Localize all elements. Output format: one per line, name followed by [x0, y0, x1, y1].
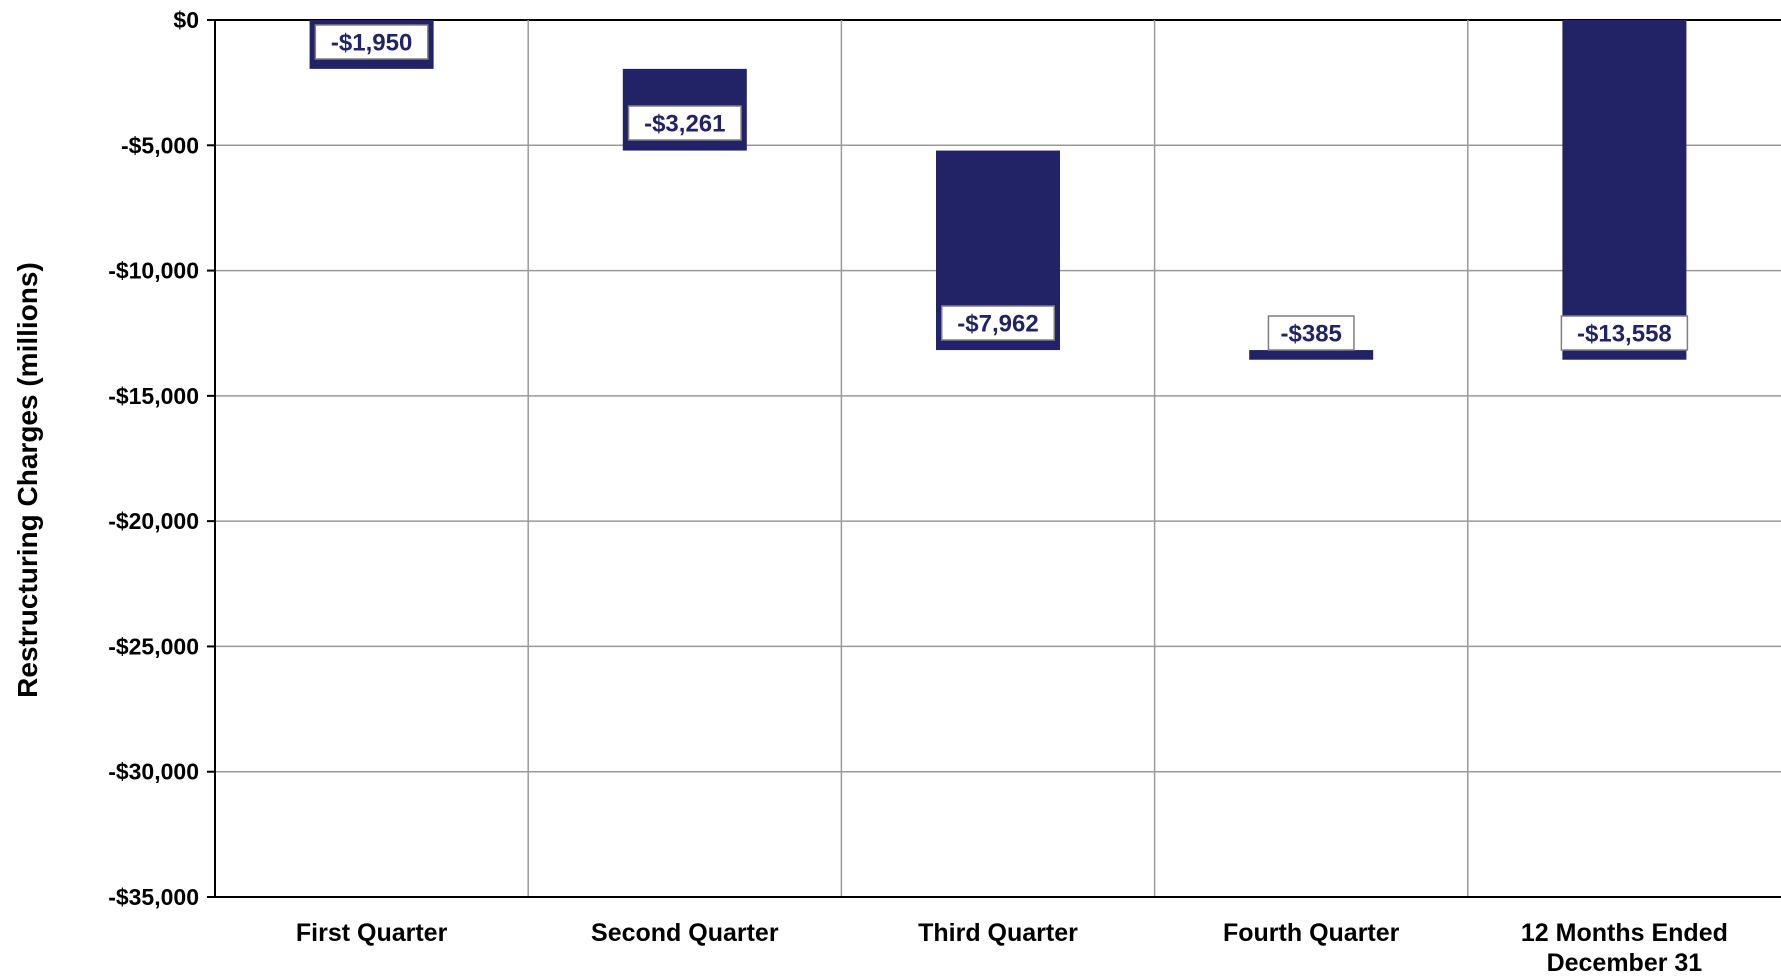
x-category-label: First Quarter	[296, 919, 448, 947]
data-label-box	[1560, 315, 1689, 351]
data-labels: -$1,950 -$3,261 -$7,962 -$385 -$13,558	[314, 24, 1689, 351]
data-label: -$3,261	[627, 105, 742, 141]
data-label: -$13,558	[1560, 315, 1689, 351]
data-label-box	[627, 105, 742, 141]
data-label-box	[941, 305, 1055, 341]
x-category-label: Fourth Quarter	[1223, 919, 1400, 947]
x-category-label: Third Quarter	[918, 919, 1078, 947]
data-label-box	[314, 24, 429, 60]
y-tick-label: -$5,000	[121, 132, 199, 158]
y-tick-labels: $0 -$5,000 -$10,000 -$15,000 -$20,000 -$25,00…	[108, 7, 215, 910]
x-category-labels: First Quarter Second Quarter Third Quarter…	[296, 919, 1728, 976]
x-category-label: 12 Months Ended December 31	[1521, 919, 1728, 976]
x-category-label: Second Quarter	[591, 919, 779, 947]
y-tick-label: -$25,000	[108, 633, 199, 659]
y-axis-title: Restructuring Charges (millions)	[12, 262, 43, 698]
gridlines	[215, 19, 1781, 897]
y-tick-label: -$10,000	[108, 258, 199, 284]
data-label-text: -$1,950	[331, 30, 412, 57]
data-label: -$1,950	[314, 24, 429, 60]
data-label-text: -$385	[1281, 321, 1342, 348]
axes	[214, 20, 1781, 898]
data-label: -$7,962	[941, 305, 1055, 341]
data-label-box	[1267, 315, 1355, 351]
data-label-text: -$13,558	[1577, 321, 1672, 348]
y-tick-label: -$35,000	[108, 884, 199, 910]
y-tick-label: -$30,000	[108, 759, 199, 785]
y-tick-label: $0	[173, 7, 199, 33]
data-label-text: -$3,261	[644, 111, 725, 138]
data-label: -$385	[1267, 315, 1355, 351]
bar	[1249, 350, 1374, 360]
y-tick-label: -$20,000	[108, 508, 199, 534]
bar	[1562, 20, 1687, 360]
y-tick-label: -$15,000	[108, 383, 199, 409]
data-label-text: -$7,962	[957, 311, 1038, 338]
